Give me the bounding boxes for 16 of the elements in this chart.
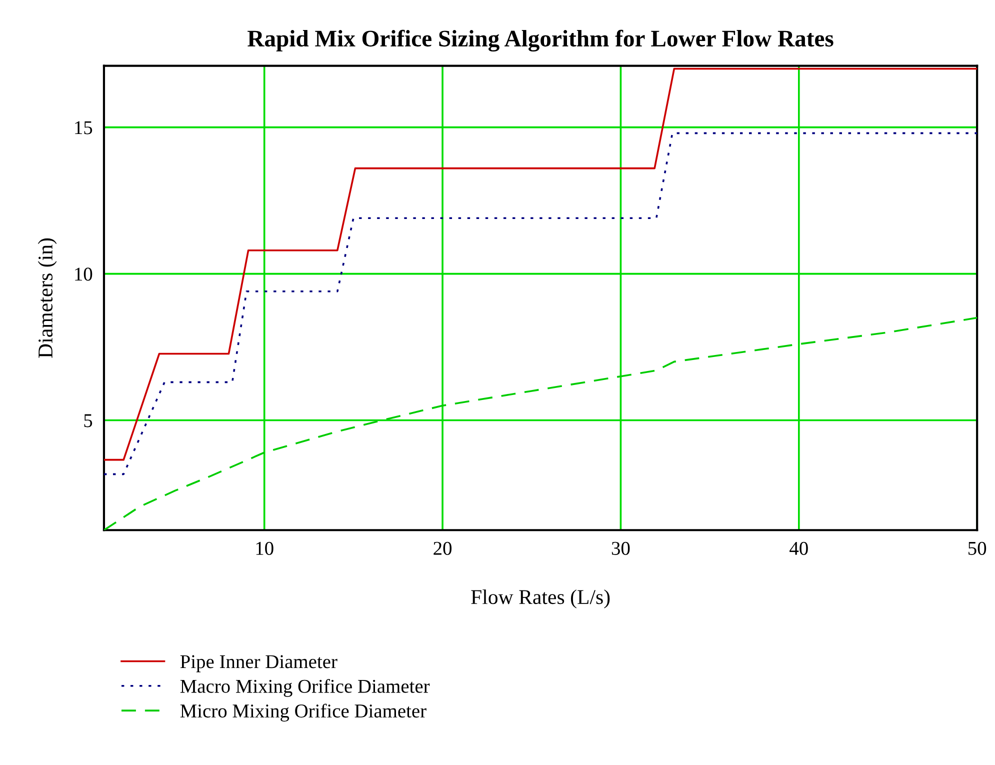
y-tick-label: 15: [75, 121, 92, 134]
y-tick-label: 5: [84, 414, 92, 428]
chart-title: Rapid Mix Orifice Sizing Algorithm for Lower Flow Rates: [248, 30, 834, 52]
legend-label: Micro Mixing Orifice Diameter: [180, 704, 426, 722]
x-tick-label: 20: [434, 542, 452, 555]
y-axis-title: Diameters (in): [38, 238, 57, 358]
x-tick-label: 50: [968, 542, 986, 555]
y-tick-label: 10: [75, 268, 92, 281]
line-series: [104, 132, 978, 476]
x-axis-title: Flow Rates (L/s): [471, 589, 610, 608]
x-tick-label: 10: [256, 542, 274, 555]
x-tick-label: 40: [790, 542, 808, 555]
legend-label: Pipe Inner Diameter: [180, 655, 338, 672]
legend-label: Macro Mixing Orifice Diameter: [180, 679, 430, 697]
x-tick-label: 30: [612, 542, 630, 555]
line-series: [104, 68, 978, 461]
